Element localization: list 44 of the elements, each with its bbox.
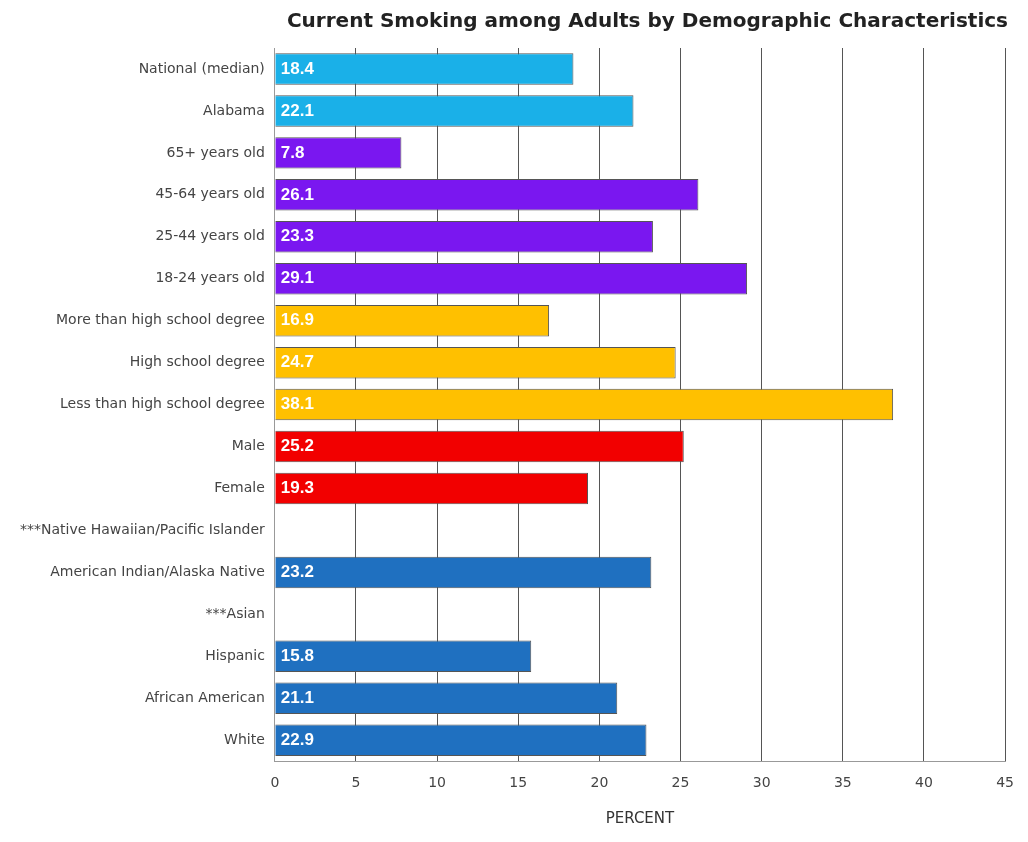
data-label: 24.7: [280, 352, 314, 372]
y-tick-label: African American: [144, 688, 265, 705]
x-tick-label: 5: [351, 774, 361, 791]
data-label: 25.2: [280, 436, 314, 456]
y-tick-label: National (median): [138, 59, 265, 76]
x-tick-label: 25: [671, 774, 690, 791]
y-tick-label: High school degree: [129, 353, 265, 370]
y-tick-label: 25-44 years old: [155, 227, 265, 244]
x-tick-label: 20: [590, 774, 609, 791]
x-tick-label: 15: [509, 774, 528, 791]
data-label: 26.1: [280, 184, 314, 204]
data-label: 23.3: [280, 226, 314, 246]
x-tick-label: 30: [752, 774, 771, 791]
x-axis-title: PERCENT: [605, 808, 676, 827]
data-label: 16.9: [280, 310, 314, 330]
data-label: 19.3: [280, 478, 314, 498]
y-tick-label: Female: [214, 479, 265, 496]
y-tick-label: Alabama: [203, 101, 265, 118]
y-tick-label: 45-64 years old: [155, 185, 265, 202]
chart-title: Current Smoking among Adults by Demographic Characteristics: [286, 8, 1008, 33]
data-label: 29.1: [280, 268, 314, 288]
data-label: 38.1: [280, 394, 314, 414]
y-tick-label: Hispanic: [205, 646, 265, 663]
y-tick-label: Less than high school degree: [59, 395, 265, 412]
x-tick-label: 45: [996, 774, 1015, 791]
y-tick-label: ***Asian: [205, 605, 265, 622]
data-label: 22.9: [280, 729, 314, 749]
y-tick-label: 65+ years old: [166, 143, 265, 160]
data-label: 18.4: [280, 58, 315, 78]
data-label: 15.8: [280, 646, 314, 666]
data-label: 7.8: [280, 142, 305, 162]
y-tick-label: White: [224, 730, 265, 747]
y-tick-label: More than high school degree: [56, 311, 265, 328]
y-tick-label: Male: [231, 437, 265, 454]
data-label: 23.2: [280, 562, 314, 582]
x-tick-label: 40: [915, 774, 933, 791]
y-tick-label: 18-24 years old: [155, 269, 265, 286]
x-tick-label: 35: [833, 774, 852, 791]
y-tick-label: American Indian/Alaska Native: [50, 563, 265, 580]
y-tick-label: ***Native Hawaiian/Pacific Islander: [19, 521, 266, 538]
x-tick-label: 10: [428, 774, 447, 791]
data-label: 22.1: [280, 100, 314, 120]
data-label: 21.1: [280, 687, 314, 707]
x-tick-label: 0: [270, 774, 280, 791]
